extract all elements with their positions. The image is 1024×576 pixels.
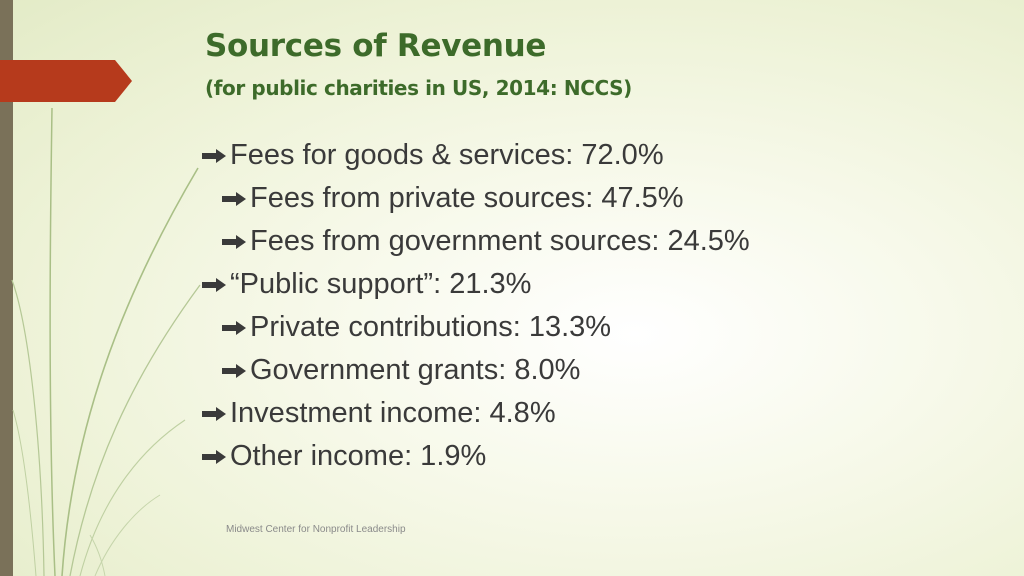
revenue-bullet-list: Fees for goods & services: 72.0% Fees fro… [200, 134, 750, 478]
right-arrow-bullet-icon [200, 148, 228, 163]
bullet-text: Fees from government sources: 24.5% [250, 225, 750, 257]
bullet-text: Government grants: 8.0% [250, 354, 581, 386]
slide-title: Sources of Revenue [205, 28, 547, 64]
slide-footer: Midwest Center for Nonprofit Leadership [226, 524, 406, 535]
right-arrow-bullet-icon [220, 234, 248, 249]
slide-subtitle: (for public charities in US, 2014: NCCS) [205, 76, 632, 100]
right-arrow-bullet-icon [220, 320, 248, 335]
right-arrow-bullet-icon [200, 406, 228, 421]
bullet-item: Other income: 1.9% [200, 435, 750, 478]
bullet-text: Fees for goods & services: 72.0% [230, 139, 664, 171]
sub-bullet-item: Government grants: 8.0% [200, 349, 750, 392]
bullet-item: “Public support”: 21.3% [200, 263, 750, 306]
bullet-item: Investment income: 4.8% [200, 392, 750, 435]
bullet-text: Investment income: 4.8% [230, 397, 556, 429]
right-arrow-bullet-icon [220, 191, 248, 206]
bullet-text: “Public support”: 21.3% [230, 268, 532, 300]
sub-bullet-item: Fees from government sources: 24.5% [200, 220, 750, 263]
decorative-grass-stems [11, 107, 201, 576]
right-arrow-bullet-icon [220, 363, 248, 378]
sub-bullet-item: Private contributions: 13.3% [200, 306, 750, 349]
sub-bullet-item: Fees from private sources: 47.5% [200, 177, 750, 220]
left-accent-bar [0, 0, 13, 576]
title-arrow-tab [0, 60, 132, 102]
bullet-text: Fees from private sources: 47.5% [250, 182, 684, 214]
bullet-item: Fees for goods & services: 72.0% [200, 134, 750, 177]
bullet-text: Private contributions: 13.3% [250, 311, 612, 343]
right-arrow-bullet-icon [200, 449, 228, 464]
right-arrow-bullet-icon [200, 277, 228, 292]
bullet-text: Other income: 1.9% [230, 440, 487, 472]
